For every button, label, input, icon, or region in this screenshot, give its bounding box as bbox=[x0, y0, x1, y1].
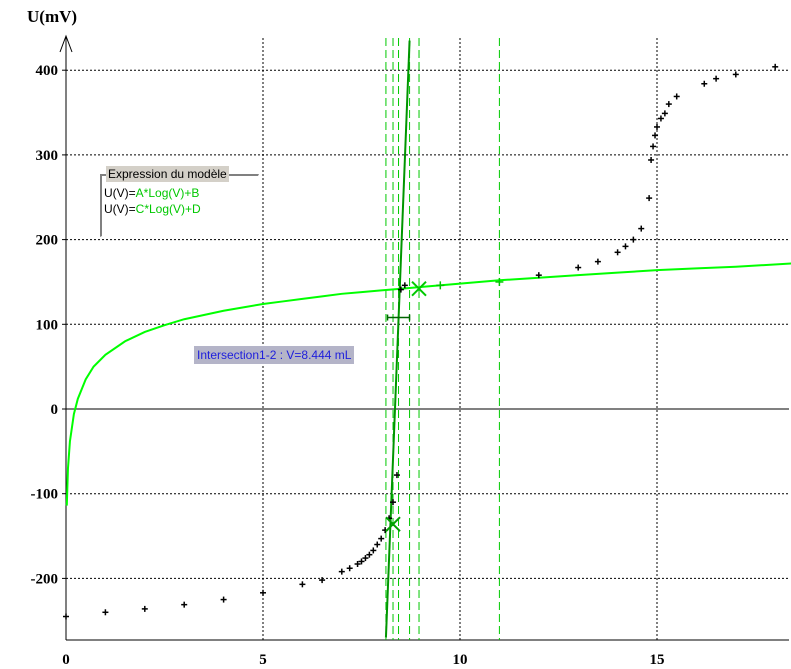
data-point bbox=[141, 605, 148, 612]
data-point bbox=[713, 75, 720, 82]
data-points bbox=[63, 63, 779, 620]
x-tick-label: 0 bbox=[62, 652, 70, 668]
y-tick-label: 200 bbox=[36, 233, 59, 249]
data-point bbox=[390, 499, 397, 506]
errbar-marker bbox=[386, 314, 411, 321]
model-curves bbox=[65, 40, 791, 638]
legend-title: Expression du modèle bbox=[106, 166, 229, 182]
data-point bbox=[397, 286, 404, 293]
data-point bbox=[654, 123, 660, 130]
x-tick-label: 10 bbox=[453, 652, 468, 668]
y-tick-label: 100 bbox=[36, 317, 59, 333]
data-point bbox=[614, 249, 621, 256]
data-point bbox=[646, 195, 653, 202]
y-tick-label: 400 bbox=[36, 63, 59, 79]
legend-line-1-lhs: U(V)= bbox=[104, 186, 136, 200]
data-point bbox=[772, 63, 779, 70]
y-tick-label: -100 bbox=[31, 487, 59, 503]
legend-line-1-rhs: A*Log(V)+B bbox=[135, 186, 200, 200]
data-point bbox=[575, 264, 582, 271]
y-tick-label: -200 bbox=[31, 571, 59, 587]
model-line-2 bbox=[384, 40, 411, 638]
plus-marker bbox=[495, 277, 504, 286]
special-markers bbox=[385, 277, 504, 532]
y-tick-label: 0 bbox=[51, 402, 59, 418]
data-point bbox=[638, 225, 645, 232]
data-point bbox=[732, 71, 739, 78]
x-tick-label: 5 bbox=[259, 652, 267, 668]
y-tick-label: 300 bbox=[36, 148, 59, 164]
chart-axes bbox=[59, 34, 789, 641]
chart-ticks: -200 -100 0 100 200 300 400 0 5 10 15 bbox=[31, 63, 665, 668]
data-point bbox=[665, 101, 672, 108]
y-axis-label: U(mV) bbox=[27, 7, 77, 26]
data-point bbox=[354, 561, 361, 568]
legend-line-2-lhs: U(V)= bbox=[104, 202, 136, 216]
model-expression-legend[interactable]: Expression du modèle U(V)=A*Log(V)+B U(V… bbox=[100, 166, 259, 237]
legend-line-2-rhs: C*Log(V)+D bbox=[135, 202, 201, 216]
data-point bbox=[358, 558, 365, 565]
data-point bbox=[594, 258, 601, 265]
data-point bbox=[319, 577, 326, 584]
data-point bbox=[622, 243, 629, 250]
data-point bbox=[370, 547, 377, 554]
data-point bbox=[673, 93, 680, 100]
data-point bbox=[362, 555, 369, 562]
data-point bbox=[366, 551, 373, 558]
data-point bbox=[299, 581, 306, 588]
x-tick-label: 15 bbox=[650, 652, 665, 668]
model-curve-1 bbox=[65, 262, 791, 506]
data-point bbox=[535, 272, 542, 279]
data-point bbox=[220, 596, 227, 603]
data-point bbox=[102, 609, 109, 616]
data-point bbox=[374, 541, 381, 548]
data-point bbox=[63, 613, 69, 620]
intersection-label: Intersection1-2 : V=8.444 mL bbox=[194, 346, 355, 364]
data-point bbox=[661, 110, 668, 117]
y-axis-arrow bbox=[59, 34, 73, 53]
data-point bbox=[346, 565, 353, 572]
chart-grid bbox=[66, 38, 789, 640]
data-point bbox=[393, 472, 400, 479]
plus-marker bbox=[436, 281, 445, 290]
legend-line-1[interactable]: U(V)=A*Log(V)+B bbox=[104, 186, 199, 201]
cross-marker bbox=[385, 516, 401, 532]
data-point bbox=[652, 132, 659, 139]
cross-marker bbox=[411, 281, 427, 297]
vertical-markers bbox=[385, 38, 500, 640]
data-point bbox=[181, 601, 188, 608]
data-point bbox=[657, 115, 664, 122]
data-point bbox=[701, 80, 708, 87]
data-point bbox=[650, 143, 657, 150]
cross-marker-b bbox=[411, 281, 427, 297]
data-point bbox=[260, 589, 266, 596]
legend-line-2[interactable]: U(V)=C*Log(V)+D bbox=[104, 202, 201, 217]
data-point bbox=[401, 282, 408, 289]
cross-marker-b bbox=[385, 516, 401, 532]
data-point bbox=[378, 535, 385, 542]
data-point bbox=[338, 568, 345, 575]
data-point bbox=[648, 156, 655, 163]
data-point bbox=[630, 236, 637, 243]
